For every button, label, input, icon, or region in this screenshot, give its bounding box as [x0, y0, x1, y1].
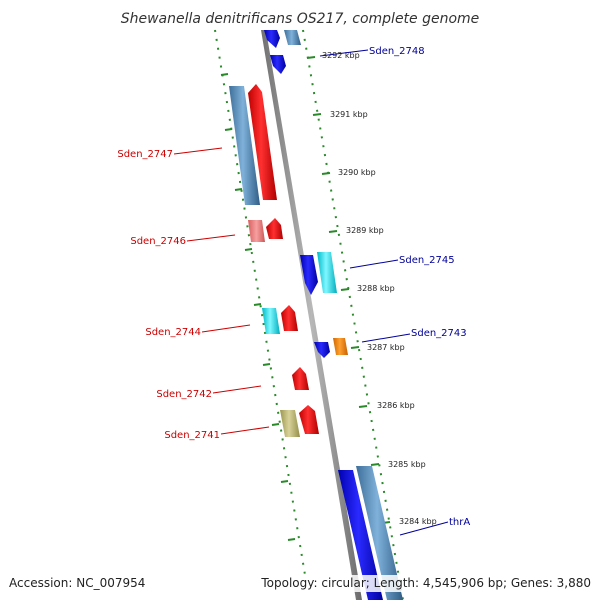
map-title: Shewanella denitrificans OS217, complete…	[121, 11, 480, 27]
tick-mark	[224, 128, 233, 131]
gene-arrow-blue	[338, 470, 383, 600]
genome-info-text: Topology: circular; Length: 4,545,906 bp…	[260, 576, 591, 590]
tick-mark	[262, 363, 271, 366]
label-line-sden-2748	[319, 49, 369, 57]
gene-arrow-red	[299, 405, 319, 434]
gene-thra[interactable]	[338, 466, 403, 600]
footer-info-backdrop	[258, 575, 592, 592]
gene-sden-2744[interactable]	[262, 305, 298, 334]
tick-mark	[271, 423, 280, 426]
tick-mark	[253, 303, 262, 306]
gene-sden-2741[interactable]	[280, 405, 319, 437]
right-ticks	[306, 56, 391, 524]
label-line-sden-2742	[212, 385, 262, 394]
gene-label-sden-2747[interactable]: Sden_2747	[117, 149, 173, 160]
tick-mark	[358, 405, 368, 408]
gene-bar-cyan	[317, 252, 337, 293]
gene-arrow-red	[248, 84, 277, 200]
gene-bar-khaki	[280, 410, 300, 437]
gene-arrow-red	[281, 305, 298, 331]
gene-label-sden-2745[interactable]: Sden_2745	[399, 255, 455, 266]
label-line-sden-2743	[361, 333, 411, 343]
tick-mark	[244, 248, 253, 251]
label-line-sden-2744	[201, 324, 251, 333]
tick-label-3289: 3289 kbp	[346, 226, 384, 235]
gene-bar-steel	[284, 30, 301, 45]
tick-mark	[340, 288, 350, 291]
gene-bar-steel	[229, 86, 260, 205]
tick-mark	[280, 480, 289, 483]
gene-label-thra[interactable]: thrA	[449, 517, 470, 528]
gene-bar-orange	[333, 338, 348, 355]
genome-backbone	[261, 30, 362, 600]
tick-mark	[306, 56, 316, 59]
tick-label-3284: 3284 kbp	[399, 517, 437, 526]
tick-mark	[220, 73, 229, 76]
gene-bar-steel	[356, 466, 403, 600]
tick-mark	[287, 538, 296, 541]
tick-label-3292: 3292 kbp	[322, 51, 360, 60]
tick-mark	[312, 113, 322, 116]
tick-label-3287: 3287 kbp	[367, 343, 405, 352]
gene-arrow-blue	[300, 255, 318, 295]
label-line-sden-2746	[186, 234, 236, 242]
gene-label-sden-2742[interactable]: Sden_2742	[156, 389, 212, 400]
gene-sden-2745[interactable]	[300, 252, 337, 295]
tick-label-3290: 3290 kbp	[338, 168, 376, 177]
tick-label-3285: 3285 kbp	[388, 460, 426, 469]
gene-sden-2746[interactable]	[248, 218, 283, 242]
accession-text: Accession: NC_007954	[9, 576, 145, 590]
gene-label-sden-2744[interactable]: Sden_2744	[145, 327, 201, 338]
tick-mark	[321, 172, 331, 175]
gene-sden-2747[interactable]	[229, 84, 277, 205]
left-ticks	[220, 73, 296, 541]
gene-label-sden-2743[interactable]: Sden_2743	[411, 328, 467, 339]
label-line-sden-2747	[173, 147, 223, 155]
gene-sden-2748[interactable]	[264, 30, 301, 74]
gene-bar-pink	[248, 220, 265, 242]
gene-arrow-blue	[264, 30, 280, 48]
label-line-sden-2745	[349, 259, 399, 269]
tick-label-3288: 3288 kbp	[357, 284, 395, 293]
label-line-thra	[399, 521, 449, 536]
label-line-sden-2741	[220, 426, 270, 435]
gene-label-sden-2741[interactable]: Sden_2741	[164, 430, 220, 441]
gene-sden-2743[interactable]	[314, 338, 348, 358]
tick-mark	[350, 346, 360, 349]
gene-arrow-blue	[314, 342, 330, 358]
left-track-border	[214, 29, 306, 576]
tick-label-3291: 3291 kbp	[330, 110, 368, 119]
gene-arrow-red	[266, 218, 283, 239]
tick-label-3286: 3286 kbp	[377, 401, 415, 410]
gene-arrow-red	[292, 367, 309, 390]
gene-bar-cyan	[262, 308, 280, 334]
gene-label-sden-2748[interactable]: Sden_2748	[369, 46, 425, 57]
gene-sden-2742[interactable]	[292, 367, 309, 390]
right-track-border	[302, 29, 404, 601]
gene-arrow-blue	[270, 55, 286, 74]
tick-mark	[328, 230, 338, 233]
tick-mark	[234, 188, 243, 191]
gene-label-sden-2746[interactable]: Sden_2746	[130, 236, 186, 247]
tick-mark	[370, 463, 380, 466]
